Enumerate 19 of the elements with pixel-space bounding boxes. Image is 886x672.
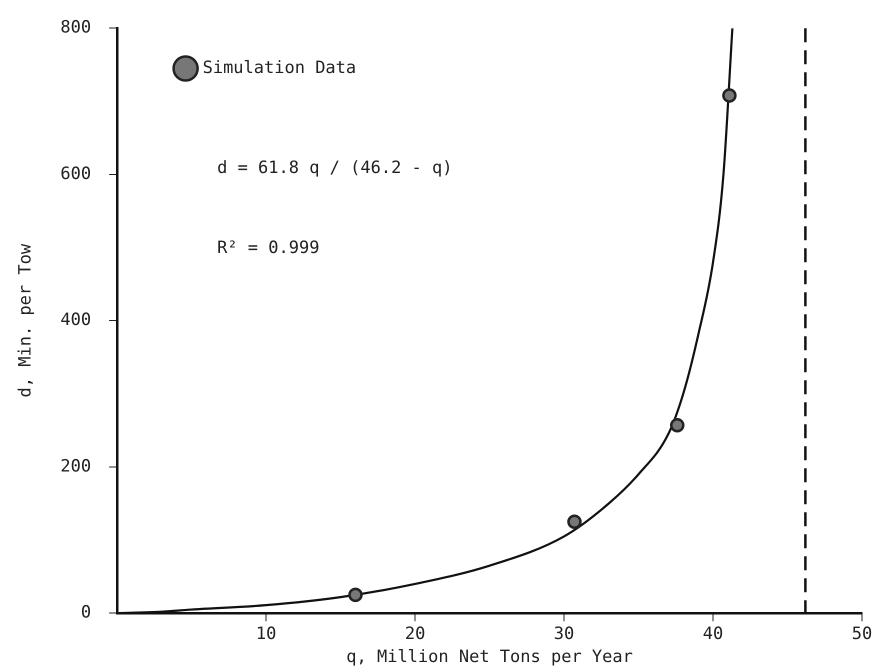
y-tick-label: 800 [60, 18, 92, 38]
y-axis-title: d, Min. per Tow [16, 243, 36, 398]
point [348, 588, 363, 602]
annotation: d = 61.8 q / (46.2 - q) [217, 158, 452, 178]
y-tick-label: 200 [60, 456, 92, 476]
x-tick-label: 50 [852, 624, 872, 644]
annotation: R² = 0.999 [217, 238, 320, 258]
point [567, 514, 582, 530]
point [670, 418, 685, 433]
point [722, 88, 737, 103]
x-axis-title: q, Million Net Tons per Year [346, 647, 633, 668]
x-tick-label: 10 [256, 624, 276, 644]
y-tick-label: 400 [60, 310, 92, 330]
x-tick-label: 20 [404, 624, 426, 644]
legend-label: Simulation Data [202, 58, 356, 78]
y-tick-label: 600 [60, 164, 92, 184]
x-tick-label: 40 [702, 624, 724, 644]
y-tick-label: 0 [80, 602, 92, 623]
x-tick-label: 30 [554, 624, 574, 644]
